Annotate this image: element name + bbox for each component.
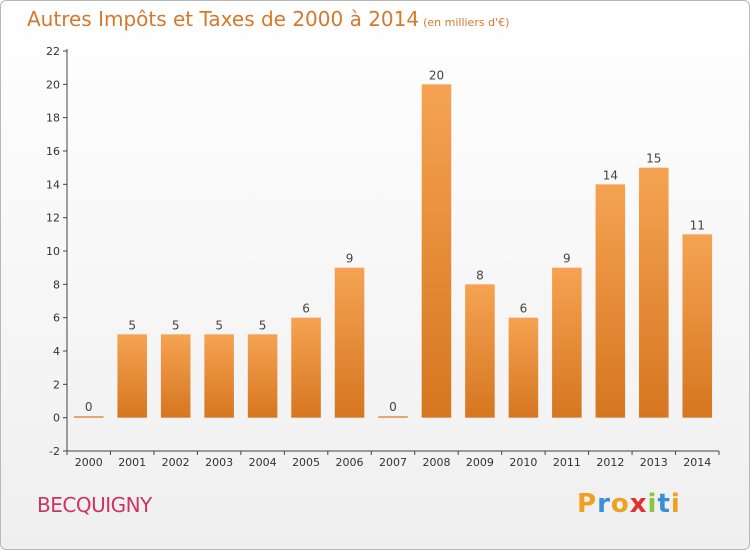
y-tick-label: 12 [46,212,60,225]
bar-2014 [682,234,713,418]
x-tick-label: 2007 [379,456,407,469]
bar-2013 [639,167,669,418]
chart-unit-note: (en milliers d'€) [423,16,510,29]
bar-2003 [204,334,234,418]
data-label-2004: 5 [259,318,267,332]
bar-2011 [552,267,582,418]
logo-letter: x [629,489,648,519]
y-tick-label: 18 [46,112,60,125]
y-tick-label: 0 [53,412,60,425]
x-tick-label: 2008 [422,456,450,469]
bar-2001 [117,334,147,418]
y-tick-label: 20 [46,78,60,91]
logo-letter: t [657,489,671,519]
y-tick-label: 14 [46,178,60,191]
logo-letter: P [577,489,598,519]
logo-letter: r [597,489,611,519]
bar-2007 [378,416,408,418]
y-tick-label: 2 [53,378,60,391]
data-label-2014: 11 [690,218,705,232]
logo-letter: o [610,489,630,519]
proxiti-logo: Proxiti [577,489,681,519]
y-tick-label: -2 [49,445,60,458]
bar-2002 [160,334,191,418]
bar-2000 [73,416,104,418]
bar-2012 [595,184,626,418]
chart-title-text: Autres Impôts et Taxes de 2000 à 2014 [27,7,420,31]
x-tick-label: 2002 [162,456,190,469]
bar-2010 [508,317,539,418]
data-label-2005: 6 [302,302,310,316]
bar-2008 [421,84,452,418]
x-tick-label: 2014 [683,456,711,469]
chart-title: Autres Impôts et Taxes de 2000 à 2014 (en… [27,7,509,31]
data-label-2011: 9 [563,252,571,266]
x-tick-label: 2012 [596,456,624,469]
y-tick-label: 10 [46,245,60,258]
y-tick-label: 4 [53,345,60,358]
data-label-2010: 6 [520,302,528,316]
data-label-2003: 5 [215,318,223,332]
bar-2004 [247,334,278,418]
x-tick-label: 2000 [75,456,103,469]
x-tick-label: 2011 [553,456,581,469]
data-label-2002: 5 [172,318,180,332]
data-label-2008: 20 [429,68,444,82]
x-tick-label: 2005 [292,456,320,469]
x-tick-label: 2003 [205,456,233,469]
commune-name: BECQUIGNY [37,493,152,517]
data-label-2013: 15 [646,152,661,166]
data-label-2012: 14 [603,168,618,182]
logo-letter: i [670,489,681,519]
data-label-2007: 0 [389,400,397,414]
y-tick-label: 6 [53,312,60,325]
x-tick-label: 2006 [336,456,364,469]
data-label-2009: 8 [476,268,484,282]
y-tick-label: 8 [53,278,60,291]
x-tick-label: 2009 [466,456,494,469]
x-tick-label: 2004 [249,456,277,469]
y-tick-label: 22 [46,45,60,58]
logo-letter: i [647,489,658,519]
x-tick-label: 2013 [640,456,668,469]
bar-2006 [334,267,365,418]
data-label-2000: 0 [85,400,93,414]
bar-2009 [465,284,495,418]
y-tick-label: 16 [46,145,60,158]
x-tick-label: 2001 [118,456,146,469]
data-label-2001: 5 [128,318,136,332]
x-tick-label: 2010 [509,456,537,469]
bar-2005 [291,317,321,418]
data-label-2006: 9 [346,252,354,266]
